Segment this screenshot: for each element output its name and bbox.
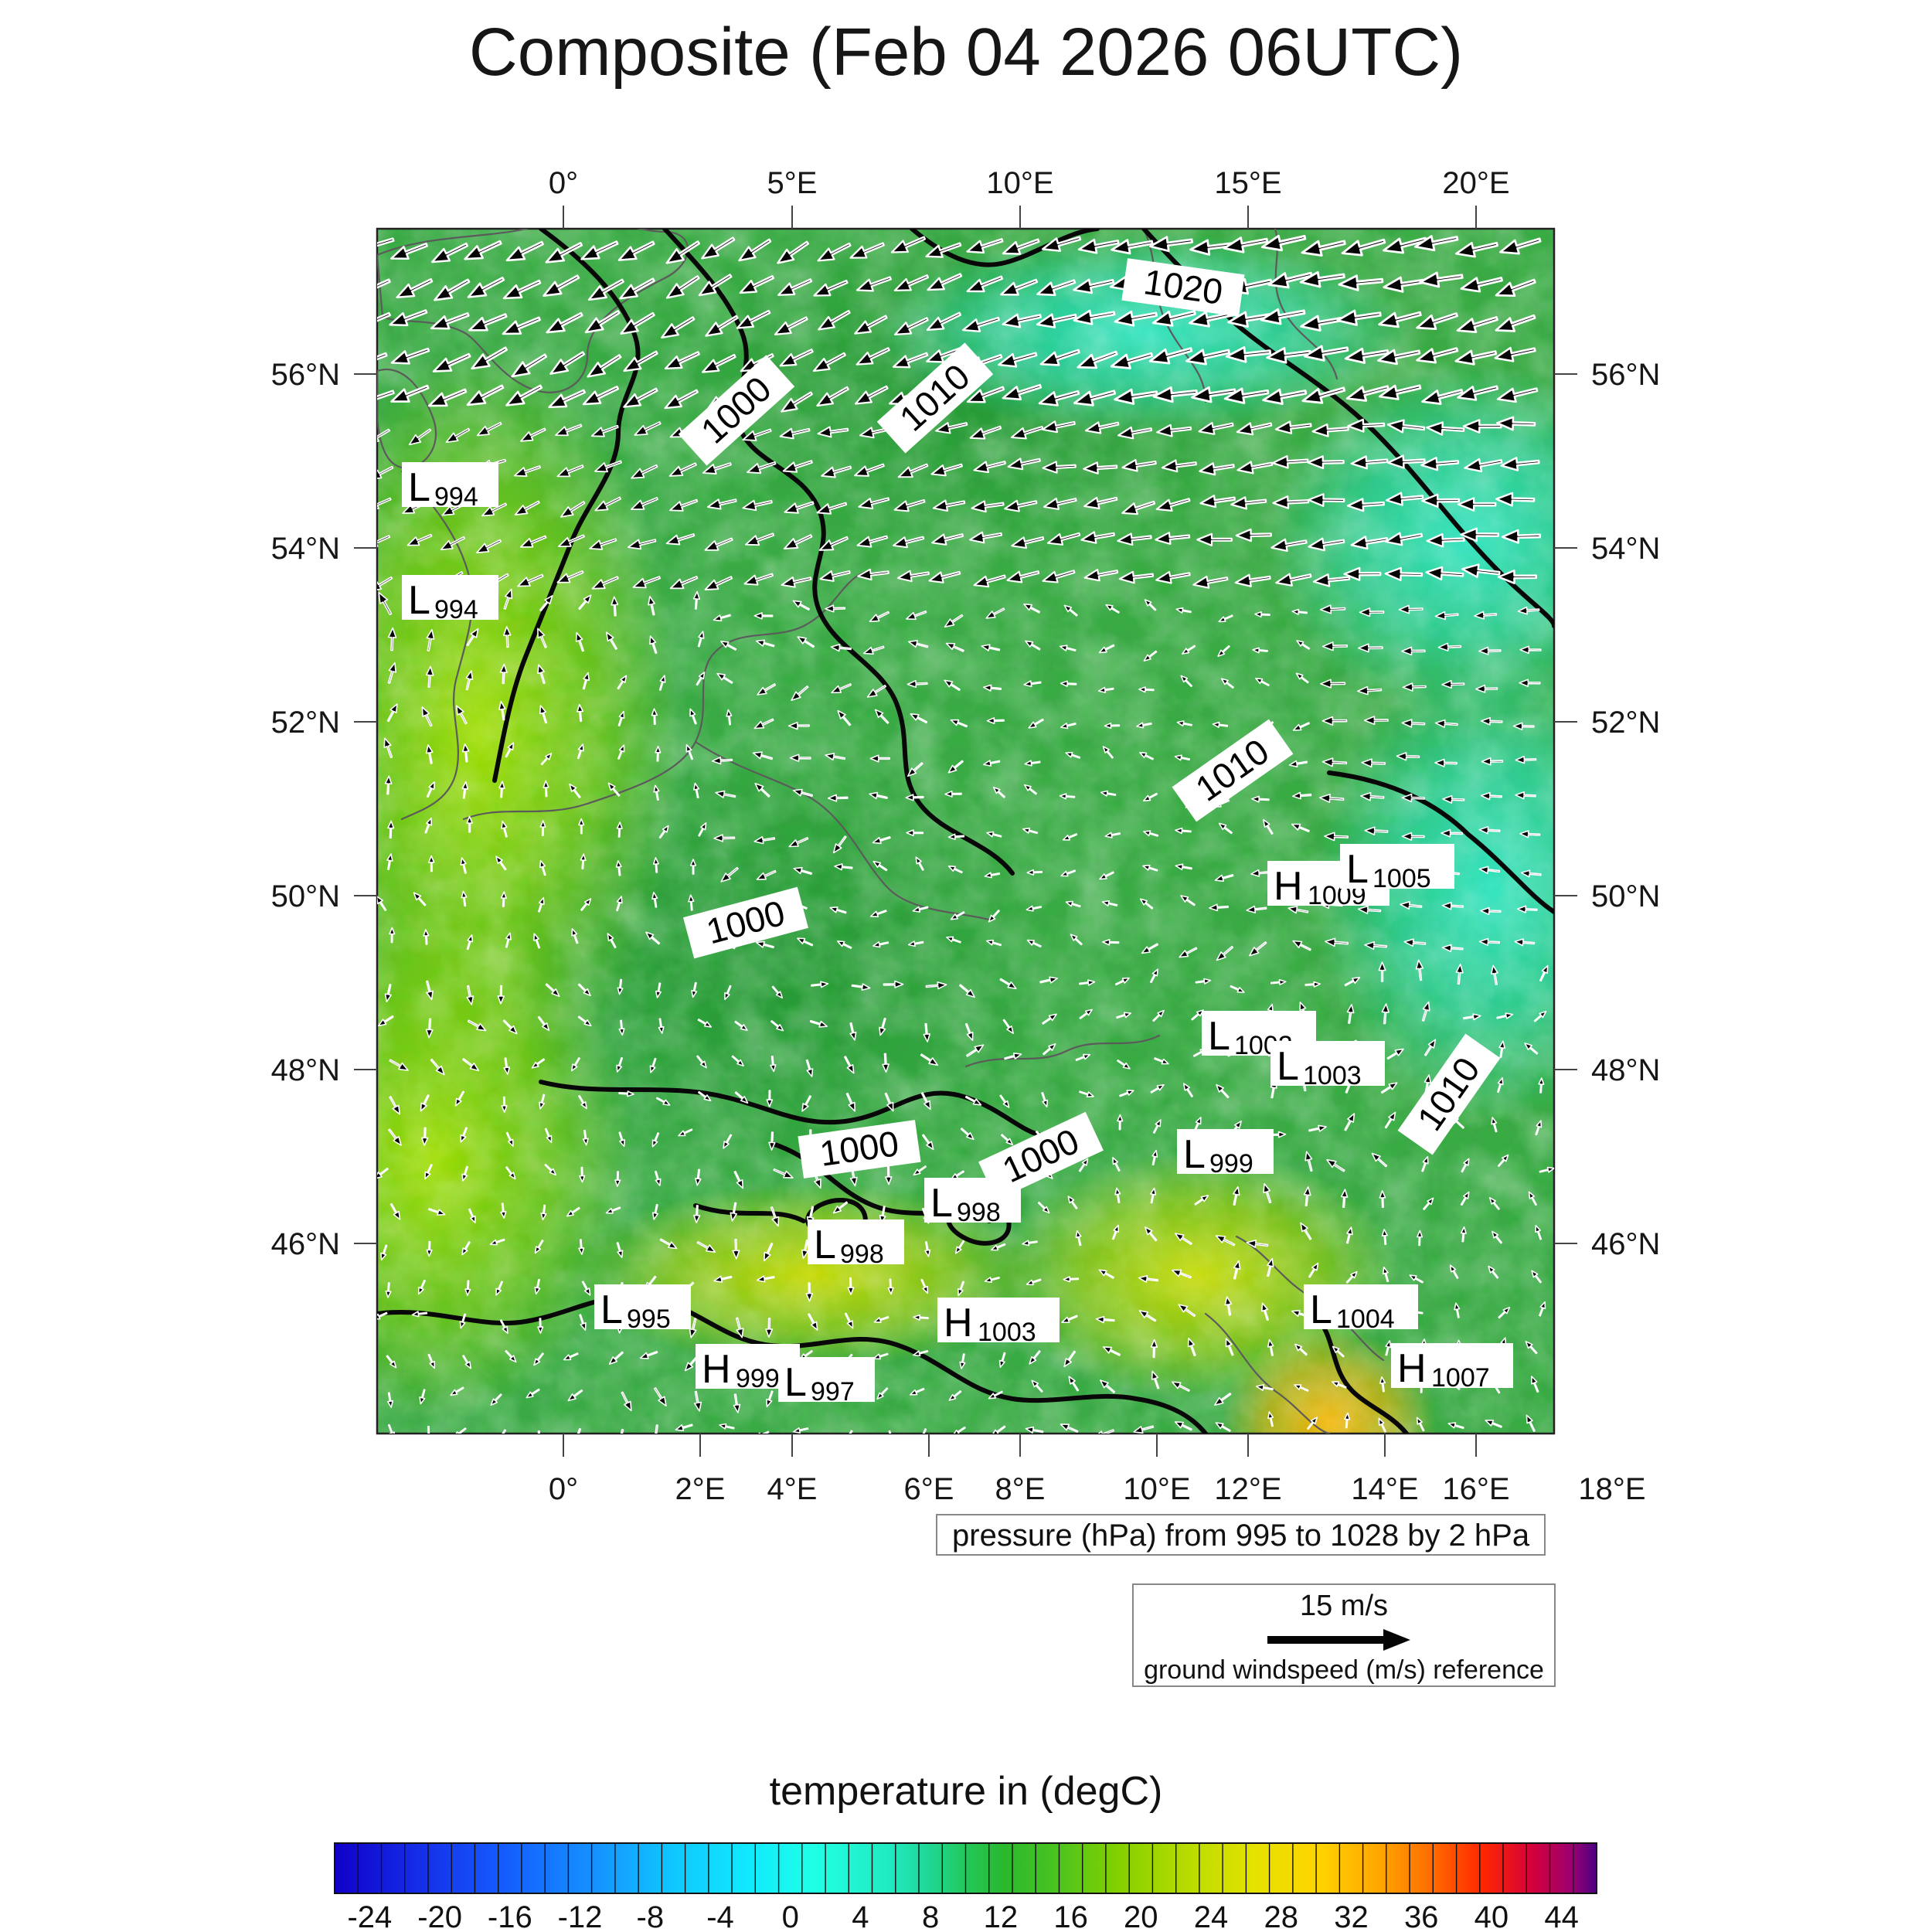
svg-text:48°N: 48°N (1591, 1053, 1660, 1087)
svg-text:54°N: 54°N (271, 532, 340, 566)
svg-text:997: 997 (811, 1377, 855, 1406)
svg-text:6°E: 6°E (904, 1472, 954, 1506)
svg-text:5°E: 5°E (767, 166, 818, 200)
svg-text:995: 995 (627, 1304, 671, 1334)
svg-text:994: 994 (434, 595, 478, 624)
svg-text:L: L (1346, 847, 1369, 892)
svg-text:L: L (930, 1181, 953, 1226)
svg-text:-4: -4 (706, 1900, 734, 1932)
svg-text:56°N: 56°N (1591, 358, 1660, 392)
svg-text:-8: -8 (637, 1900, 665, 1932)
svg-text:-24: -24 (347, 1900, 392, 1932)
svg-text:L: L (600, 1287, 623, 1332)
svg-text:28: 28 (1264, 1900, 1299, 1932)
svg-text:L: L (408, 578, 430, 623)
svg-text:54°N: 54°N (1591, 532, 1660, 566)
svg-text:994: 994 (434, 482, 478, 512)
svg-text:H: H (944, 1301, 973, 1345)
svg-text:50°N: 50°N (271, 879, 340, 913)
svg-text:36: 36 (1404, 1900, 1439, 1932)
svg-text:15°E: 15°E (1214, 166, 1281, 200)
svg-text:20: 20 (1124, 1900, 1158, 1932)
svg-text:999: 999 (736, 1364, 780, 1393)
svg-text:H: H (702, 1347, 731, 1392)
svg-text:0°: 0° (549, 166, 578, 200)
svg-text:12: 12 (984, 1900, 1019, 1932)
svg-text:48°N: 48°N (271, 1053, 340, 1087)
svg-text:0: 0 (782, 1900, 799, 1932)
svg-text:L: L (784, 1360, 807, 1405)
svg-text:1003: 1003 (978, 1318, 1036, 1347)
svg-text:50°N: 50°N (1591, 879, 1660, 913)
svg-text:32: 32 (1334, 1900, 1369, 1932)
svg-text:14°E: 14°E (1351, 1472, 1418, 1506)
svg-text:L: L (814, 1223, 836, 1267)
svg-text:52°N: 52°N (1591, 706, 1660, 740)
svg-text:46°N: 46°N (271, 1227, 340, 1261)
svg-text:16°E: 16°E (1442, 1472, 1509, 1506)
svg-text:8°E: 8°E (995, 1472, 1046, 1506)
svg-text:10°E: 10°E (1123, 1472, 1190, 1506)
svg-text:temperature in (degC): temperature in (degC) (770, 1769, 1163, 1814)
svg-text:8: 8 (922, 1900, 939, 1932)
svg-text:H: H (1397, 1346, 1427, 1391)
svg-text:1004: 1004 (1336, 1304, 1395, 1334)
svg-text:15 m/s: 15 m/s (1300, 1590, 1388, 1622)
svg-text:12°E: 12°E (1214, 1472, 1281, 1506)
svg-text:0°: 0° (549, 1472, 578, 1506)
svg-text:46°N: 46°N (1591, 1227, 1660, 1261)
svg-text:44: 44 (1544, 1900, 1579, 1932)
svg-text:4°E: 4°E (767, 1472, 818, 1506)
svg-text:1005: 1005 (1372, 864, 1431, 893)
svg-text:24: 24 (1194, 1900, 1229, 1932)
svg-text:10°E: 10°E (986, 166, 1053, 200)
svg-text:56°N: 56°N (271, 358, 340, 392)
svg-text:1003: 1003 (1303, 1061, 1362, 1090)
svg-text:998: 998 (840, 1240, 884, 1269)
svg-text:-12: -12 (558, 1900, 603, 1932)
svg-text:H: H (1274, 864, 1303, 909)
svg-text:pressure (hPa) from 995 to 102: pressure (hPa) from 995 to 1028 by 2 hPa (952, 1519, 1530, 1553)
svg-text:998: 998 (957, 1198, 1001, 1227)
svg-text:L: L (1183, 1132, 1206, 1177)
svg-text:999: 999 (1209, 1149, 1253, 1179)
svg-text:2°E: 2°E (675, 1472, 726, 1506)
svg-text:L: L (1208, 1014, 1230, 1059)
svg-text:L: L (408, 465, 430, 510)
svg-text:L: L (1277, 1044, 1299, 1089)
svg-text:52°N: 52°N (271, 706, 340, 740)
svg-text:20°E: 20°E (1442, 166, 1509, 200)
svg-text:-20: -20 (417, 1900, 462, 1932)
svg-text:40: 40 (1475, 1900, 1509, 1932)
svg-text:4: 4 (852, 1900, 869, 1932)
svg-text:L: L (1310, 1287, 1332, 1332)
svg-text:1007: 1007 (1431, 1363, 1490, 1393)
svg-text:ground windspeed (m/s) referen: ground windspeed (m/s) reference (1144, 1655, 1544, 1685)
svg-text:16: 16 (1053, 1900, 1088, 1932)
svg-text:-16: -16 (488, 1900, 532, 1932)
svg-text:18°E: 18°E (1578, 1472, 1645, 1506)
